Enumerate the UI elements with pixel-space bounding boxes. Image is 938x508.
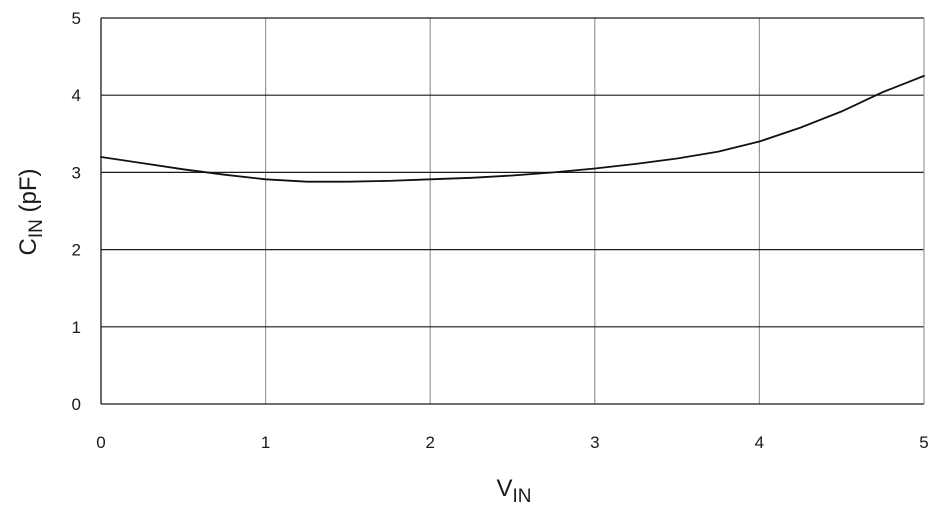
y-tick-label-1: 1 xyxy=(72,318,81,337)
y-tick-label-0: 0 xyxy=(72,395,81,414)
y-axis-title-main: C xyxy=(15,238,42,255)
x-axis-title: VIN xyxy=(496,475,531,507)
y-axis-title: CIN (pF) xyxy=(15,168,47,255)
series-line-0 xyxy=(100,75,925,183)
x-tick-label-3: 3 xyxy=(590,433,599,452)
x-axis-title-sub: IN xyxy=(513,486,532,507)
y-axis-title-sub: IN xyxy=(26,219,47,238)
grid xyxy=(101,18,924,404)
x-tick-label-2: 2 xyxy=(425,433,434,452)
x-tick-label-1: 1 xyxy=(261,433,270,452)
plot-frame xyxy=(100,17,925,405)
y-tick-label-4: 4 xyxy=(72,86,81,105)
x-tick-label-5: 5 xyxy=(919,433,928,452)
y-axis-title-suffix: (pF) xyxy=(15,168,42,219)
x-tick-label-4: 4 xyxy=(755,433,764,452)
x-axis-title-main: V xyxy=(496,475,512,502)
series-layer xyxy=(100,75,925,183)
y-tick-label-5: 5 xyxy=(72,9,81,28)
y-tick-label-3: 3 xyxy=(72,163,81,182)
x-tick-label-0: 0 xyxy=(96,433,105,452)
tick-labels: 0 1 2 3 4 5 0 1 2 3 4 5 xyxy=(72,9,929,452)
y-tick-label-2: 2 xyxy=(72,241,81,260)
